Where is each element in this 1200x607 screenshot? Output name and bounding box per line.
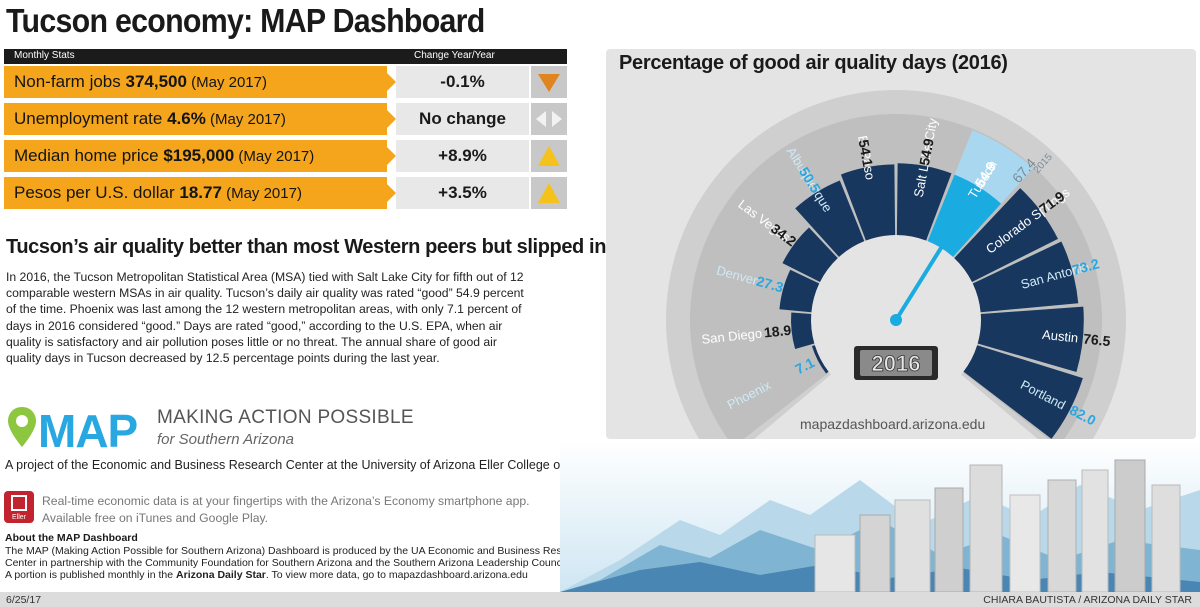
stat-period: (May 2017) bbox=[221, 185, 302, 202]
air-quality-body-line: quality is satisfactory and air pollutio… bbox=[6, 334, 497, 349]
about-line-3-start: A portion is published monthly in the bbox=[5, 569, 177, 581]
gauge-bar bbox=[954, 188, 1058, 282]
page-title: Tucson economy: MAP Dashboard bbox=[6, 2, 485, 39]
stat-period: (May 2017) bbox=[205, 111, 286, 128]
stats-header-label: Monthly Stats bbox=[14, 50, 75, 61]
chart-url: mapazdashboard.arizona.edu bbox=[800, 416, 986, 432]
stat-change: +3.5% bbox=[396, 177, 529, 209]
about-title: About the MAP Dashboard bbox=[5, 532, 138, 544]
stat-label: Non-farm jobs bbox=[14, 72, 126, 91]
value-label: 54.9 bbox=[916, 137, 937, 167]
gauge-bar bbox=[896, 163, 952, 241]
stat-value: 18.77 bbox=[179, 183, 222, 202]
down-arrow-icon bbox=[531, 66, 567, 98]
air-quality-body-line: In 2016, the Tucson Metropolitan Statist… bbox=[6, 270, 524, 284]
stat-value: $195,000 bbox=[163, 146, 235, 165]
stat-label: Median home price bbox=[14, 146, 164, 165]
project-credit: A project of the Economic and Business R… bbox=[5, 458, 641, 472]
stat-change: No change bbox=[396, 103, 529, 135]
stat-value: 374,500 bbox=[125, 72, 187, 91]
stat-value: 4.6% bbox=[167, 109, 206, 128]
air-quality-body: In 2016, the Tucson Metropolitan Statist… bbox=[6, 269, 586, 366]
gauge-bar bbox=[963, 345, 1083, 439]
category-label: Austin bbox=[1041, 327, 1079, 346]
map-logo: MAP bbox=[8, 405, 139, 453]
about-line-1: The MAP (Making Action Possible for Sout… bbox=[5, 545, 588, 557]
stat-change: -0.1% bbox=[396, 66, 529, 98]
value-label: 27.3 bbox=[755, 273, 786, 296]
stat-period: (May 2017) bbox=[186, 74, 267, 91]
stat-row: Non-farm jobs 374,500 (May 2017) -0.1% bbox=[4, 66, 567, 98]
gauge-bar bbox=[811, 345, 829, 374]
stats-header-change: Change Year/Year bbox=[414, 50, 495, 61]
air-quality-heading: Tucson’s air quality better than most We… bbox=[6, 236, 655, 258]
eller-app-icon: Eller bbox=[4, 491, 34, 523]
stat-label-box: Median home price $195,000 (May 2017) bbox=[4, 140, 396, 172]
app-icon-label: Eller bbox=[12, 514, 27, 521]
year-badge-face bbox=[860, 350, 932, 376]
gauge-bar bbox=[972, 241, 1079, 313]
stat-label-box: Pesos per U.S. dollar 18.77 (May 2017) bbox=[4, 177, 396, 209]
map-logo-text: MAP bbox=[38, 405, 138, 453]
map-subtitle: for Southern Arizona bbox=[157, 431, 295, 448]
value-label: 54.1 bbox=[856, 138, 877, 168]
stat-period: (May 2017) bbox=[234, 148, 315, 165]
up-arrow-icon bbox=[531, 177, 567, 209]
category-label: San Diego bbox=[701, 326, 763, 347]
air-quality-body-line: of the time. Phoenix was last among the … bbox=[6, 302, 522, 317]
gauge-bar bbox=[977, 306, 1084, 372]
app-promo-line-1: Real-time economic data is at your finge… bbox=[42, 494, 530, 508]
skyline-illustration bbox=[560, 440, 1200, 592]
air-quality-body-line: comparable western MSAs in air quality. … bbox=[6, 286, 524, 301]
stat-label-text: Non-farm jobs 374,500 (May 2017) bbox=[14, 72, 267, 92]
monthly-stats-table: Monthly Stats Change Year/Year Non-farm … bbox=[4, 49, 567, 209]
needle-hub bbox=[890, 314, 902, 326]
stat-label: Pesos per U.S. dollar bbox=[14, 183, 180, 202]
about-line-2: Center in partnership with the Community… bbox=[5, 557, 570, 569]
stats-header: Monthly Stats Change Year/Year bbox=[4, 49, 567, 64]
stat-label-box: Unemployment rate 4.6% (May 2017) bbox=[4, 103, 396, 135]
stat-row: Pesos per U.S. dollar 18.77 (May 2017) +3… bbox=[4, 177, 567, 209]
gauge-bar bbox=[840, 164, 896, 241]
stat-change: +8.9% bbox=[396, 140, 529, 172]
air-quality-body-line: days in 2016 considered “good.” Days are… bbox=[6, 318, 503, 333]
map-pin-icon bbox=[8, 407, 36, 447]
up-arrow-icon bbox=[531, 140, 567, 172]
stat-label-box: Non-farm jobs 374,500 (May 2017) bbox=[4, 66, 396, 98]
gauge-bar bbox=[782, 227, 838, 282]
footer-date: 6/25/17 bbox=[6, 594, 42, 606]
air-quality-body-line: quality days in Tucson decreased by 12.5… bbox=[6, 351, 440, 366]
footer-bar bbox=[0, 592, 1200, 607]
stat-label: Unemployment rate bbox=[14, 109, 168, 128]
footer-credit: CHIARA BAUTISTA / ARIZONA DAILY STAR bbox=[983, 594, 1192, 606]
stat-row: Median home price $195,000 (May 2017) +8.… bbox=[4, 140, 567, 172]
value-label: 76.5 bbox=[1082, 330, 1111, 349]
gauge-bar bbox=[795, 180, 865, 257]
gauge-needle bbox=[894, 194, 976, 322]
about-line-3: A portion is published monthly in the Ar… bbox=[5, 569, 528, 581]
gauge-bar bbox=[791, 312, 815, 350]
no-change-icon bbox=[531, 103, 567, 135]
chart-title: Percentage of good air quality days (201… bbox=[619, 52, 1008, 74]
year-badge-text: 2016 bbox=[872, 351, 921, 376]
about-line-3-end: . To view more data, go to mapazdashboar… bbox=[265, 569, 528, 581]
gauge-bar bbox=[779, 269, 820, 313]
stat-label-text: Unemployment rate 4.6% (May 2017) bbox=[14, 109, 286, 129]
stat-row: Unemployment rate 4.6% (May 2017) No chan… bbox=[4, 103, 567, 135]
map-tagline: MAKING ACTION POSSIBLE bbox=[157, 407, 414, 428]
stat-label-text: Pesos per U.S. dollar 18.77 (May 2017) bbox=[14, 183, 302, 203]
stat-label-text: Median home price $195,000 (May 2017) bbox=[14, 146, 314, 166]
about-newspaper: Arizona Daily Star bbox=[176, 569, 266, 581]
value-label: 18.9 bbox=[763, 322, 792, 341]
value-label: 73.2 bbox=[1070, 255, 1101, 278]
app-promo-line-2: Available free on iTunes and Google Play… bbox=[42, 511, 269, 525]
